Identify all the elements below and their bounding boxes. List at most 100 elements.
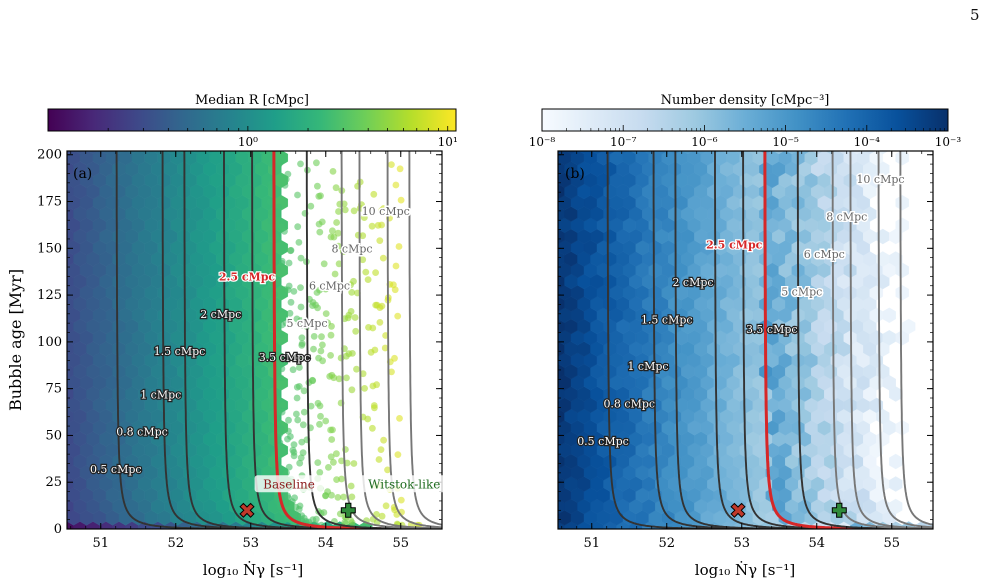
scatter-point — [294, 416, 302, 424]
hex-cell — [558, 153, 559, 162]
scatter-point — [376, 319, 384, 326]
scatter-point — [341, 206, 349, 214]
colorbar-gradient — [47, 108, 457, 132]
x-tick-label: 53 — [242, 536, 259, 551]
scatter-point — [344, 314, 352, 322]
scatter-point — [331, 270, 339, 278]
scatter-point — [267, 271, 274, 278]
contour-label: 10 cMpc — [856, 173, 904, 186]
hex-cell — [539, 432, 552, 447]
scatter-point — [395, 243, 403, 250]
contour-label: 2 cMpc — [672, 276, 713, 289]
scatter-point — [317, 192, 324, 200]
scatter-point — [310, 345, 317, 353]
hex-cell — [558, 378, 559, 387]
scatter-point — [293, 410, 300, 418]
scatter-point — [295, 239, 303, 246]
scatter-point — [309, 299, 317, 306]
scatter-point — [350, 207, 358, 215]
hex-cell — [539, 207, 552, 222]
markers: Baseline Witstok-like — [239, 475, 454, 518]
x-tick-label: 54 — [808, 536, 825, 551]
scatter-point — [375, 456, 383, 463]
scatter-point — [394, 451, 402, 458]
hex-cell — [558, 401, 559, 410]
scatter-point — [369, 424, 376, 432]
contour-label: 2.5 cMpc — [706, 239, 763, 252]
contour-line — [796, 151, 906, 529]
scatter-point — [294, 223, 302, 231]
scatter-point — [278, 353, 286, 361]
scatter-point — [319, 357, 326, 365]
scatter-point — [391, 354, 398, 362]
contour-line — [714, 151, 823, 529]
scatter-point — [381, 344, 389, 352]
contour-line — [340, 151, 442, 529]
scatter-point — [297, 317, 305, 324]
scatter-point — [287, 298, 295, 306]
scatter-point — [297, 160, 304, 168]
hex-cell — [558, 176, 559, 185]
scatter-point — [274, 278, 282, 286]
scatter-point — [388, 161, 395, 169]
scatter-point — [282, 175, 290, 183]
colorbar-number-density: Number density [cMpc⁻³] 10⁻⁸ 10⁻⁷ 10⁻⁶ 10⁻⁵… — [529, 93, 962, 149]
x-axis-label: log₁₀ Ṅγ [s⁻¹] — [203, 561, 303, 579]
y-tick-label: 100 — [37, 335, 62, 350]
scatter-point — [334, 281, 342, 289]
scatter-point — [329, 227, 336, 235]
scatter-point — [377, 446, 385, 453]
scatter-point — [368, 222, 376, 230]
scatter-point — [285, 427, 292, 435]
scatter-point — [350, 460, 358, 467]
hex-cell — [539, 252, 552, 267]
hex-cell — [217, 151, 229, 155]
scatter-point — [348, 288, 356, 296]
scatter-point — [317, 347, 325, 355]
hex-cell — [539, 522, 552, 537]
scatter-point — [361, 385, 368, 392]
scatter-point — [278, 365, 286, 373]
colorbar-tick-label: 10⁻⁴ — [854, 135, 881, 149]
scatter-point — [391, 286, 399, 294]
scatter-point — [338, 475, 345, 483]
scatter-point — [333, 219, 340, 226]
scatter-point — [296, 364, 303, 371]
scatter-point — [352, 327, 360, 335]
plot-frame — [557, 150, 934, 530]
scatter-point — [298, 334, 306, 342]
x-tick-label: 52 — [167, 536, 184, 551]
scatter-point — [285, 463, 293, 471]
scatter-point — [299, 421, 307, 429]
contour-line — [223, 151, 332, 529]
scatter-point — [307, 402, 315, 410]
contour-label: 0.8 cMpc — [603, 398, 655, 411]
y-tick-label: 75 — [45, 382, 62, 397]
contour-label: 5 cMpc — [781, 285, 822, 298]
hex-cell — [656, 151, 668, 155]
colorbar-gradient — [541, 108, 949, 132]
scatter-point — [348, 493, 356, 501]
hex-cell — [74, 151, 86, 155]
marker-label-box — [354, 475, 454, 493]
scatter-point — [286, 309, 294, 317]
hex-cell — [895, 217, 909, 234]
scatter-point — [314, 304, 321, 312]
contour-label: 1.5 cMpc — [641, 313, 693, 326]
colorbar-tick-label: 10⁻³ — [935, 135, 962, 149]
scatter-point — [370, 190, 378, 198]
scatter-point — [333, 450, 340, 458]
x-tick-label: 54 — [317, 536, 334, 551]
hex-cell — [889, 251, 903, 267]
hex-cell — [539, 229, 552, 244]
contour-labels: 0.5 cMpc 0.8 cMpc 1 cMpc 1.5 cMpc 2 cMpc 2.5 … — [576, 172, 906, 450]
hex-cell — [558, 423, 559, 432]
contour-label: 8 cMpc — [331, 242, 372, 255]
scatter-point — [266, 198, 274, 206]
contour-label: 3.5 cMpc — [746, 323, 798, 336]
scatter-point — [288, 509, 296, 517]
scatter-point — [287, 246, 295, 254]
scatter-point — [380, 205, 387, 212]
scatter-point — [295, 383, 303, 390]
